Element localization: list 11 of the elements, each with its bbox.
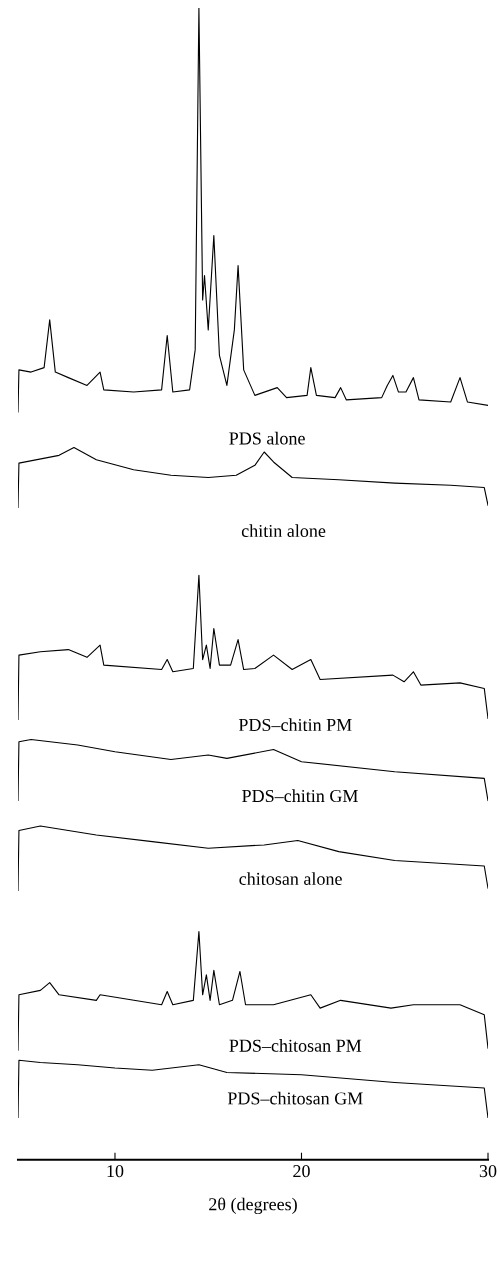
annotation: PDS–chitosan GM (227, 1091, 363, 1105)
x-axis-title: 2θ (degrees) (209, 1197, 297, 1215)
annotation: PDS–chitin PM (238, 718, 352, 732)
x-tick-label: 10 (107, 1165, 124, 1178)
annotation: PDS–chitin GM (242, 789, 358, 803)
annotation: PDS–chitosan PM (229, 1039, 362, 1052)
x-tick-label: 30 (479, 1165, 497, 1178)
annotation: chitin alone (241, 524, 326, 538)
annotation: PDS alone (229, 431, 305, 445)
annotation: chitosan alone (239, 872, 342, 885)
x-tick-label: 20 (293, 1165, 310, 1178)
